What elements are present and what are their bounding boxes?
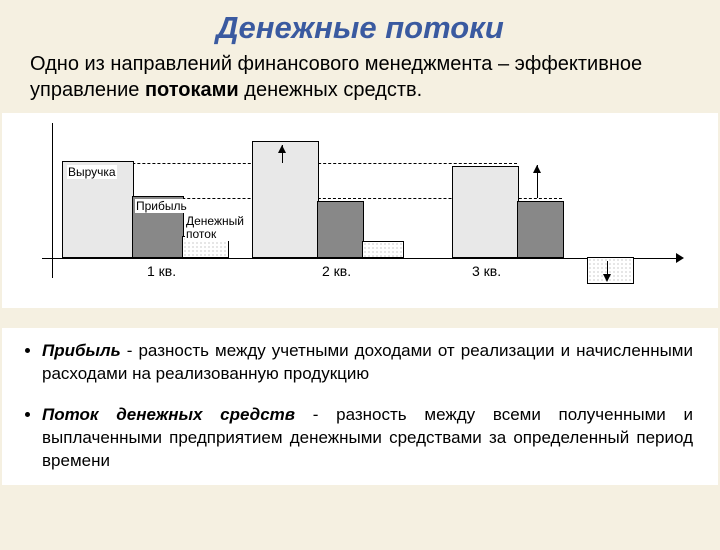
- arrow-up-icon: [533, 165, 541, 173]
- x-axis-label: 3 кв.: [472, 263, 501, 279]
- definition-item: Поток денежных средств - разность между …: [42, 404, 693, 473]
- definition-text: - разность между учетными доходами от ре…: [42, 341, 693, 383]
- bar-profit: [317, 201, 364, 258]
- bar-profit: [517, 201, 564, 258]
- page-title: Денежные потоки: [0, 10, 720, 46]
- definition-term: Поток денежных средств: [42, 405, 295, 424]
- subtitle-text-2: денежных средств.: [239, 79, 422, 101]
- bar-cashflow: [362, 241, 404, 258]
- legend-label-profit: Прибыль: [135, 199, 188, 213]
- subtitle-bold: потоками: [145, 79, 239, 101]
- bar-revenue: [452, 166, 519, 258]
- definition-term: Прибыль: [42, 341, 121, 360]
- x-axis-arrow-icon: [676, 253, 684, 263]
- x-axis-label: 2 кв.: [322, 263, 351, 279]
- x-axis: [42, 258, 682, 259]
- arrow-down-icon: [603, 274, 611, 282]
- x-axis-label: 1 кв.: [147, 263, 176, 279]
- legend-label-cashflow: Денежныйпоток: [185, 215, 245, 241]
- bar-revenue: [252, 141, 319, 258]
- arrow-up-icon: [278, 145, 286, 153]
- y-axis: [52, 123, 53, 278]
- definitions-block: Прибыль - разность между учетными дохода…: [2, 328, 718, 485]
- legend-label-revenue: Выручка: [67, 165, 117, 179]
- definition-item: Прибыль - разность между учетными дохода…: [42, 340, 693, 386]
- cash-flow-chart: Выручка Прибыль Денежныйпоток 1 кв. 2 кв…: [22, 123, 698, 303]
- chart-container: Выручка Прибыль Денежныйпоток 1 кв. 2 кв…: [2, 113, 718, 308]
- subtitle: Одно из направлений финансового менеджме…: [30, 51, 690, 103]
